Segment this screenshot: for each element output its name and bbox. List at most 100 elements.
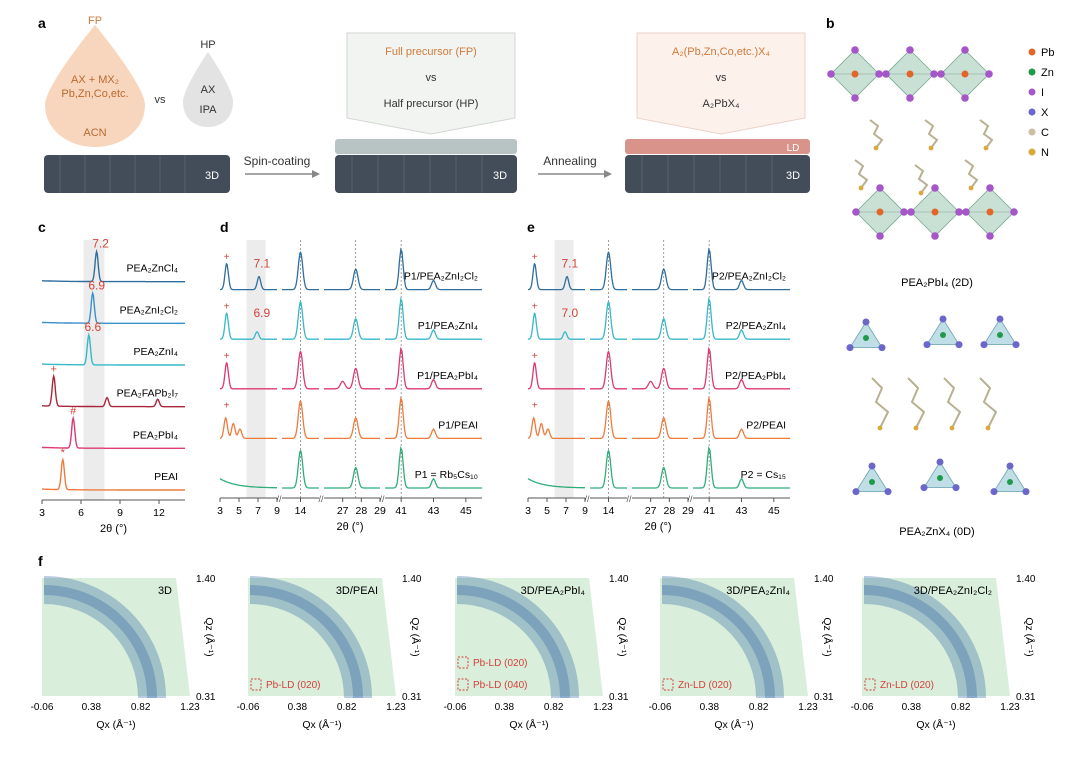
pea2pbi4-structure — [827, 46, 1018, 240]
e-xtick-label-9: 43 — [736, 505, 748, 517]
d-trace-1-seg0 — [219, 312, 277, 340]
giwaxs-xtick-2-1: 0.38 — [495, 702, 515, 713]
d-trace-1-seg2 — [324, 318, 380, 340]
d-xtick-label-8: 41 — [395, 505, 407, 517]
ld-layer — [625, 139, 810, 154]
substrate-1-grid — [59, 155, 186, 193]
giwaxs-ytick-top-4: 1.40 — [1016, 574, 1036, 585]
giwaxs-xtick-0-3: 1.23 — [180, 702, 200, 713]
giwaxs-ytick-bottom-2: 0.31 — [609, 692, 629, 703]
c-xtick-label-3: 12 — [153, 507, 165, 519]
giwaxs-title-1: 3D/PEAI — [336, 585, 378, 597]
pea-cation-0d-0 — [871, 377, 890, 429]
pea-cation-1 — [924, 119, 939, 149]
giwaxs-roi-box-4-0 — [864, 678, 876, 691]
giwaxs-xlabel-2: Qx (Å⁻¹) — [509, 718, 548, 731]
d-trace-3-seg0 — [219, 416, 277, 440]
substrate-3-label: 3D — [786, 170, 800, 182]
c-peak-label-3: + — [50, 364, 56, 376]
panel-label-c: c — [38, 219, 46, 235]
giwaxs-ylabel-1: Qz (Å⁻¹) — [409, 617, 422, 656]
fp-line1: AX + MX₂ — [71, 74, 119, 86]
legend-label-x: X — [1041, 107, 1049, 119]
fp-line2: Pb,Zn,Co,etc. — [61, 88, 128, 100]
e-series-label-4: P2 = Cs₁₅ — [741, 469, 786, 481]
giwaxs-roi-box-2-1 — [457, 656, 469, 669]
d-marker-plus-2: + — [224, 351, 230, 362]
legend-dot-c — [1028, 128, 1036, 136]
giwaxs-xtick-4-2: 0.82 — [951, 702, 971, 713]
e-xtick-label-0: 3 — [525, 505, 531, 517]
giwaxs-ring-core-4 — [863, 585, 977, 699]
hp-top-label: HP — [200, 39, 215, 51]
e-highlight-band — [554, 240, 574, 498]
octahedron-top-2-i0 — [961, 46, 969, 54]
e-trace-0-seg1 — [590, 251, 627, 291]
tetrahedron-1-x2 — [923, 341, 931, 349]
panel-e-xrd: P2/PEA₂ZnI₂Cl₂ 7.1 + P2/PEA₂ZnI₄ 7.0 + P2/PEA₂… — [525, 240, 790, 533]
d-xtick-label-9: 43 — [428, 505, 440, 517]
pea-n-2 — [983, 145, 989, 151]
giwaxs-xtick-3-3: 1.23 — [798, 702, 818, 713]
d-xtick-label-10: 45 — [460, 505, 472, 517]
giwaxs-ytick-bottom-4: 0.31 — [1016, 692, 1036, 703]
e-trace-1-seg3 — [693, 296, 790, 340]
c-series-label-1: PEA₂ZnI₂Cl₂ — [120, 304, 178, 316]
octahedron-bottom-1-i1 — [955, 208, 963, 216]
pea-cation-3 — [854, 159, 869, 189]
octahedron-top-0-i0 — [851, 46, 859, 54]
giwaxs-title-4: 3D/PEA₂ZnI₂Cl₂ — [914, 585, 992, 597]
tetrahedron-2-zn — [997, 332, 1003, 338]
tetrahedron-0-x0 — [862, 318, 870, 326]
tetrahedron-0-zn — [863, 335, 869, 341]
giwaxs-xtick-1-0: -0.06 — [237, 702, 260, 713]
giwaxs-ring-core-2 — [456, 585, 570, 699]
giwaxs-xlabel-1: Qx (Å⁻¹) — [302, 718, 341, 731]
giwaxs-ytick-top-3: 1.40 — [814, 574, 834, 585]
c-peak-label-5: * — [61, 447, 66, 459]
e-series-label-0: P2/PEA₂ZnI₂Cl₂ — [712, 271, 786, 283]
pea-n-5 — [968, 185, 974, 191]
pea-cation-0 — [869, 119, 884, 149]
d-trace-1-seg3 — [385, 296, 482, 340]
step-annealing: Annealing — [543, 154, 596, 168]
d-marker-plus-3: + — [224, 401, 230, 412]
c-peak-label-1: 6.9 — [88, 278, 105, 292]
pea-cation-2 — [979, 119, 994, 149]
giwaxs-ytick-bottom-3: 0.31 — [814, 692, 834, 703]
octahedron-bottom-2-i1 — [1010, 208, 1018, 216]
d-series-label-2: P1/PEA₂PbI₄ — [417, 370, 478, 382]
tetrahedron-0-x1 — [878, 344, 886, 352]
giwaxs-xtick-4-3: 1.23 — [1000, 702, 1020, 713]
octahedron-top-0-i3 — [827, 70, 835, 78]
panel-f-giwaxs: 3D 1.40 0.31 Qz (Å⁻¹) -0.06 0.38 0.82 1.23 Qx (Å… — [31, 574, 1036, 731]
e-axis-break-3: // — [687, 494, 693, 504]
octahedron-top-1-pb — [906, 70, 914, 78]
substrate-3 — [625, 155, 810, 193]
d-trace-2-seg2 — [324, 367, 380, 390]
octahedron-top-1-i3 — [882, 70, 890, 78]
c-xlabel: 2θ (°) — [100, 523, 127, 535]
substrate-3-grid — [641, 155, 773, 193]
d-trace-0-seg2 — [324, 268, 380, 291]
d-trace-1-seg1 — [282, 300, 319, 340]
giwaxs-xtick-2-3: 1.23 — [593, 702, 613, 713]
pea-cation-0d-2 — [943, 377, 962, 429]
octahedron-bottom-1-i0 — [931, 184, 939, 192]
octahedron-bottom-2-i0 — [986, 184, 994, 192]
e-trace-3-seg1 — [590, 399, 627, 440]
pea-n-0 — [873, 145, 879, 151]
legend-dot-i — [1028, 88, 1036, 96]
tetrahedron-3 — [855, 465, 889, 493]
d-xtick-label-1: 5 — [236, 505, 242, 517]
e-marker-plus-3: + — [532, 401, 538, 412]
tetrahedron-4-zn — [937, 475, 943, 481]
precursor-layer — [335, 139, 517, 154]
giwaxs-xtick-0-0: -0.06 — [31, 702, 54, 713]
giwaxs-ytick-bottom-0: 0.31 — [196, 692, 216, 703]
e-xlabel: 2θ (°) — [644, 521, 671, 533]
tetrahedron-1 — [926, 318, 960, 346]
d-trace-0-seg0 — [219, 262, 277, 291]
giwaxs-roi-box-3-0 — [662, 678, 674, 691]
